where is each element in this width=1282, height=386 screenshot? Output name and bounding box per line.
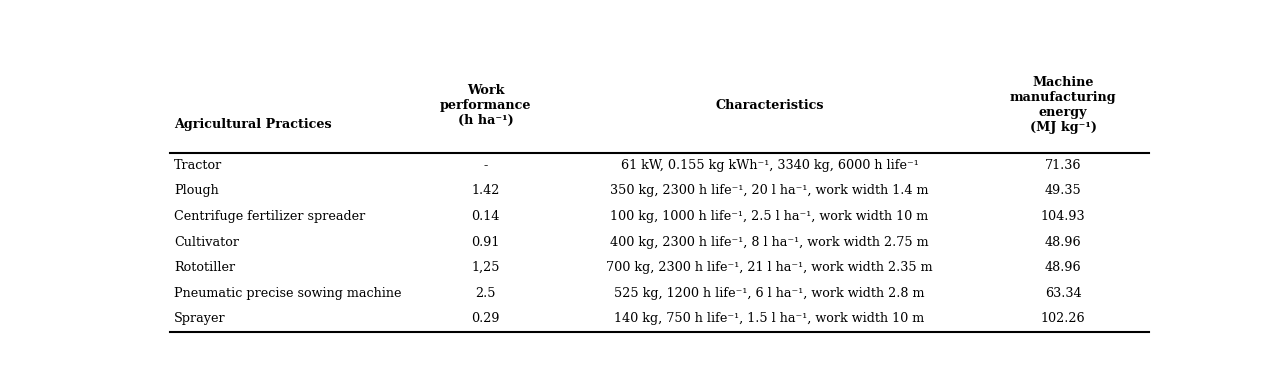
Text: Cultivator: Cultivator: [174, 235, 240, 249]
Text: 1,25: 1,25: [472, 261, 500, 274]
Text: 0.14: 0.14: [472, 210, 500, 223]
Text: 63.34: 63.34: [1045, 287, 1082, 300]
Text: Characteristics: Characteristics: [715, 99, 824, 112]
Text: 49.35: 49.35: [1045, 185, 1082, 197]
Text: 102.26: 102.26: [1041, 312, 1086, 325]
Text: 700 kg, 2300 h life⁻¹, 21 l ha⁻¹, work width 2.35 m: 700 kg, 2300 h life⁻¹, 21 l ha⁻¹, work w…: [606, 261, 933, 274]
Text: 525 kg, 1200 h life⁻¹, 6 l ha⁻¹, work width 2.8 m: 525 kg, 1200 h life⁻¹, 6 l ha⁻¹, work wi…: [614, 287, 924, 300]
Text: 140 kg, 750 h life⁻¹, 1.5 l ha⁻¹, work width 10 m: 140 kg, 750 h life⁻¹, 1.5 l ha⁻¹, work w…: [614, 312, 924, 325]
Text: 100 kg, 1000 h life⁻¹, 2.5 l ha⁻¹, work width 10 m: 100 kg, 1000 h life⁻¹, 2.5 l ha⁻¹, work …: [610, 210, 928, 223]
Text: Plough: Plough: [174, 185, 219, 197]
Text: 48.96: 48.96: [1045, 235, 1082, 249]
Text: Machine
manufacturing
energy
(MJ kg⁻¹): Machine manufacturing energy (MJ kg⁻¹): [1010, 76, 1117, 134]
Text: Rototiller: Rototiller: [174, 261, 236, 274]
Text: -: -: [483, 159, 488, 172]
Text: 48.96: 48.96: [1045, 261, 1082, 274]
Text: 61 kW, 0.155 kg kWh⁻¹, 3340 kg, 6000 h life⁻¹: 61 kW, 0.155 kg kWh⁻¹, 3340 kg, 6000 h l…: [620, 159, 918, 172]
Text: Pneumatic precise sowing machine: Pneumatic precise sowing machine: [174, 287, 401, 300]
Text: Agricultural Practices: Agricultural Practices: [174, 118, 332, 131]
Text: 0.91: 0.91: [472, 235, 500, 249]
Text: Centrifuge fertilizer spreader: Centrifuge fertilizer spreader: [174, 210, 365, 223]
Text: 104.93: 104.93: [1041, 210, 1086, 223]
Text: 400 kg, 2300 h life⁻¹, 8 l ha⁻¹, work width 2.75 m: 400 kg, 2300 h life⁻¹, 8 l ha⁻¹, work wi…: [610, 235, 929, 249]
Text: 350 kg, 2300 h life⁻¹, 20 l ha⁻¹, work width 1.4 m: 350 kg, 2300 h life⁻¹, 20 l ha⁻¹, work w…: [610, 185, 929, 197]
Text: Work
performance
(h ha⁻¹): Work performance (h ha⁻¹): [440, 84, 532, 127]
Text: 0.29: 0.29: [472, 312, 500, 325]
Text: Sprayer: Sprayer: [174, 312, 226, 325]
Text: 71.36: 71.36: [1045, 159, 1082, 172]
Text: Tractor: Tractor: [174, 159, 222, 172]
Text: 1.42: 1.42: [472, 185, 500, 197]
Text: 2.5: 2.5: [476, 287, 496, 300]
